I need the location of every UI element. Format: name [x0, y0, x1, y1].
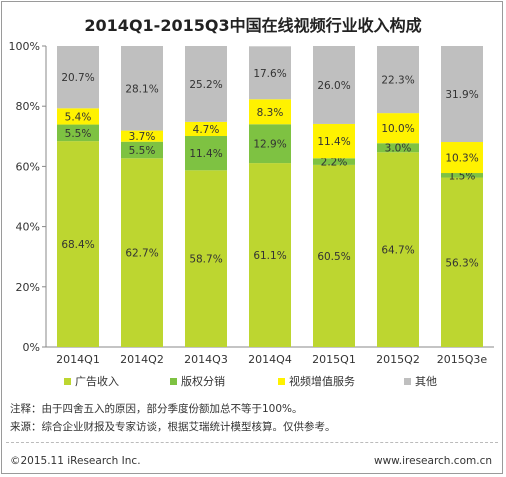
- data-label: 17.6%: [253, 68, 286, 80]
- bar-segment: [185, 121, 227, 136]
- bar-segment: [121, 141, 163, 159]
- data-label: 25.2%: [189, 79, 222, 91]
- bar-segment: [57, 108, 99, 125]
- y-tick-label: 60%: [16, 160, 40, 173]
- legend-item: 版权分销: [170, 373, 225, 389]
- y-tick-label: 40%: [16, 221, 40, 234]
- data-label: 10.0%: [381, 123, 414, 135]
- footer-divider: [6, 442, 498, 443]
- legend-swatch: [170, 377, 177, 385]
- legend-item: 其他: [404, 373, 437, 389]
- note-text: 注释：由于四舍五入的原因，部分季度份额加总不等于100%。: [10, 403, 303, 415]
- data-label: 5.4%: [65, 111, 92, 123]
- bar-segment: [377, 152, 419, 347]
- y-tick-label: 0%: [23, 341, 40, 354]
- copyright-text: ©2015.11 iResearch Inc.: [10, 455, 141, 467]
- data-label: 31.9%: [445, 89, 478, 101]
- legend-label: 广告收入: [75, 375, 119, 388]
- data-label: 11.4%: [189, 148, 222, 160]
- bar-segment: [313, 164, 355, 347]
- data-label: 22.3%: [381, 75, 414, 87]
- source-text: 来源：综合企业财报及专家访谈，根据艾瑞统计模型核算。仅供参考。: [10, 421, 336, 433]
- bar-segment: [441, 142, 483, 174]
- bar-segment: [185, 46, 227, 122]
- data-label: 8.3%: [257, 107, 284, 119]
- data-label: 60.5%: [317, 251, 350, 263]
- legend-swatch: [404, 377, 411, 385]
- bar-segment: [377, 113, 419, 144]
- x-tick-label: 2014Q3: [184, 353, 228, 366]
- data-label: 61.1%: [253, 250, 286, 262]
- bar-segment: [249, 163, 291, 347]
- data-label: 10.3%: [445, 153, 478, 165]
- legend-swatch: [64, 377, 71, 385]
- bar-segment: [185, 135, 227, 171]
- legend-label: 版权分销: [181, 375, 225, 388]
- bar-segment: [57, 46, 99, 109]
- data-label: 20.7%: [61, 72, 94, 84]
- legend-label: 视频增值服务: [289, 375, 355, 388]
- x-tick-label: 2014Q2: [120, 353, 164, 366]
- legend-item: 视频增值服务: [278, 373, 355, 389]
- data-label: 3.7%: [129, 131, 156, 143]
- bar-segment: [121, 158, 163, 347]
- bar-segment: [249, 46, 291, 100]
- data-label: 28.1%: [125, 83, 158, 95]
- data-label: 68.4%: [61, 239, 94, 251]
- data-label: 2.2%: [321, 157, 348, 169]
- bar-segment: [377, 46, 419, 114]
- website-text: www.iresearch.com.cn: [373, 455, 492, 467]
- bar-segment: [441, 46, 483, 143]
- stacked-bar-chart: 0% 20% 40% 60% 80% 100% 68.4% 5.5% 5.4% 20.7% 2014…: [9, 40, 494, 366]
- data-label: 3.0%: [385, 143, 412, 155]
- bar-segment: [249, 99, 291, 125]
- bar-segment: [441, 173, 483, 178]
- bar-segment: [185, 170, 227, 347]
- bar-segment: [441, 177, 483, 347]
- data-label: 5.5%: [129, 145, 156, 157]
- data-label: 1.5%: [449, 170, 476, 182]
- bar-segment: [121, 46, 163, 131]
- bar-segment: [313, 46, 355, 124]
- bar-segment: [57, 141, 99, 347]
- data-label: 58.7%: [189, 254, 222, 266]
- data-label: 26.0%: [317, 80, 350, 92]
- x-tick-label: 2015Q2: [376, 353, 420, 366]
- data-label: 62.7%: [125, 248, 158, 260]
- bar-segment: [313, 158, 355, 165]
- y-tick-label: 80%: [16, 100, 40, 113]
- legend-swatch: [278, 377, 285, 385]
- bar-segment: [249, 124, 291, 164]
- chart-title: 2014Q1-2015Q3中国在线视频行业收入构成: [84, 16, 422, 35]
- x-tick-label: 2014Q4: [248, 353, 292, 366]
- data-label: 12.9%: [253, 139, 286, 151]
- data-label: 4.7%: [193, 124, 220, 136]
- bar-segment: [377, 143, 419, 153]
- y-tick-label: 20%: [16, 281, 40, 294]
- x-tick-label: 2015Q3e: [437, 353, 488, 366]
- legend-item: 广告收入: [64, 373, 119, 389]
- x-tick-label: 2015Q1: [312, 353, 356, 366]
- bar-segment: [57, 124, 99, 142]
- x-tick-label: 2014Q1: [56, 353, 100, 366]
- data-label: 11.4%: [317, 136, 350, 148]
- data-label: 56.3%: [445, 257, 478, 269]
- legend-label: 其他: [415, 375, 437, 388]
- bar-segment: [313, 123, 355, 159]
- data-label: 64.7%: [381, 245, 414, 257]
- data-label: 5.5%: [65, 128, 92, 140]
- y-tick-label: 100%: [9, 40, 40, 53]
- bar-segment: [121, 130, 163, 142]
